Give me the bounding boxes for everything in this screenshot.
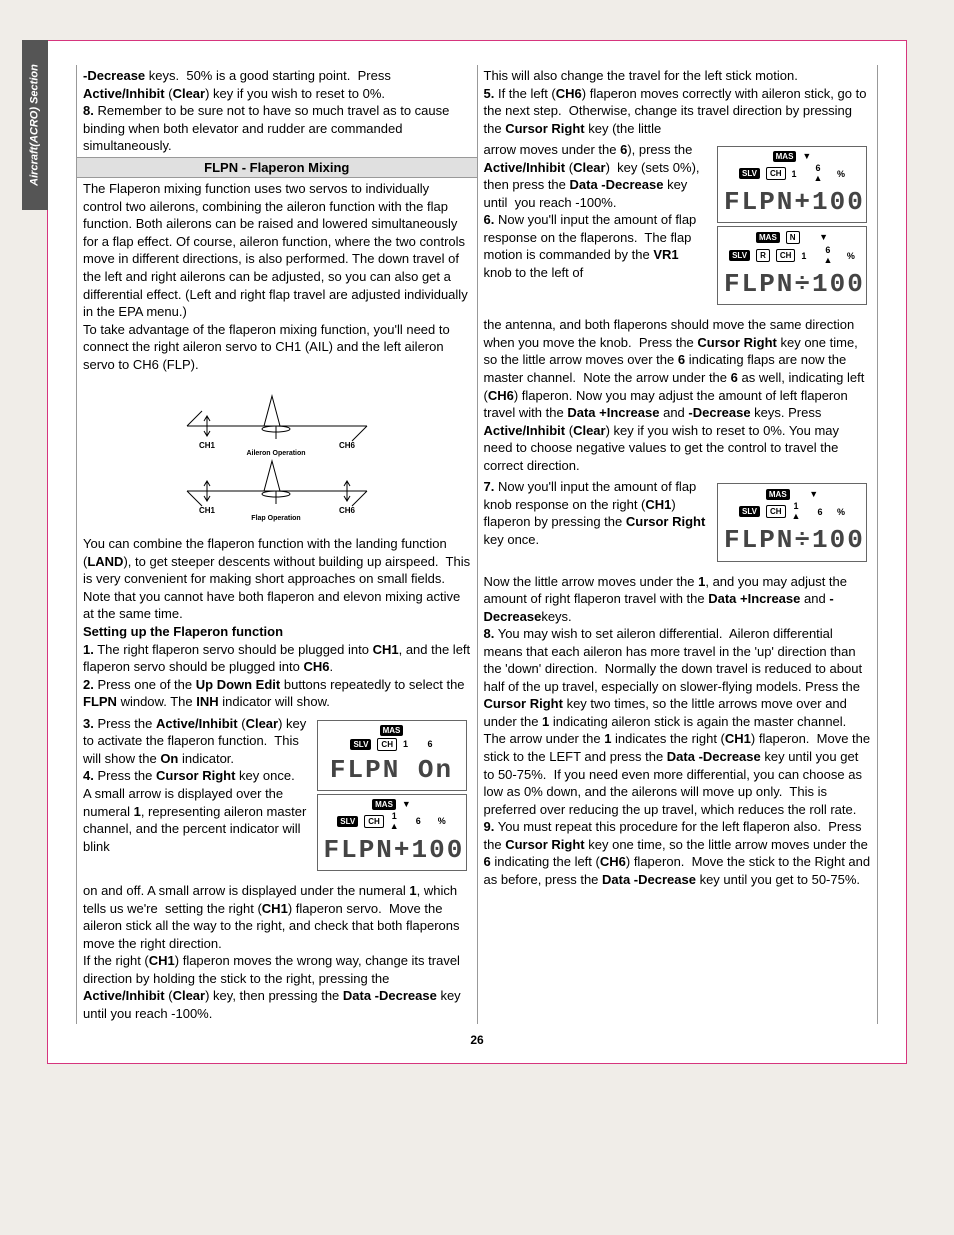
paragraph: the antenna, and both flaperons should m… (478, 314, 878, 476)
paragraph-with-lcd: MAS ▼ SLV CH1 6▲ % FLPN+100 (478, 139, 878, 314)
lcd-flpn-p100-b: MAS ▼ SLV CH1 6▲ % FLPN+100 (717, 146, 867, 223)
page-number: 26 (76, 1032, 878, 1048)
lcd-flpn-m100-a: MASN ▼ SLVR CH1 6▲ % FLPN÷100 (717, 226, 867, 305)
svg-text:CH1: CH1 (199, 506, 216, 515)
paragraph: You can combine the flaperon function wi… (77, 533, 477, 712)
aileron-flap-diagram: CH1 CH6 Aileron Operation (77, 375, 477, 533)
lcd-flpn-on: MAS SLV CH1 6 FLPN On (317, 720, 467, 791)
two-column-layout: -Decrease keys. 50% is a good starting p… (76, 65, 878, 1024)
svg-text:Aileron Operation: Aileron Operation (246, 450, 305, 457)
left-column: -Decrease keys. 50% is a good starting p… (76, 65, 477, 1024)
svg-text:CH1: CH1 (199, 441, 216, 450)
right-column: This will also change the travel for the… (477, 65, 879, 1024)
svg-text:CH6: CH6 (339, 506, 356, 515)
section-tab: Aircraft(ACRO) Section (22, 40, 48, 210)
svg-text:CH6: CH6 (339, 441, 356, 450)
lcd-flpn-p100-a: MAS ▼ SLV CH 1▲ 6 % FLPN+100 (317, 794, 467, 871)
paragraph: This will also change the travel for the… (478, 65, 878, 139)
paragraph-with-lcd: MAS SLV CH1 6 FLPN On MAS ▼ (77, 713, 477, 880)
paragraph: The Flaperon mixing function uses two se… (77, 178, 477, 375)
section-header: FLPN - Flaperon Mixing (77, 157, 477, 179)
paragraph: -Decrease keys. 50% is a good starting p… (77, 65, 477, 157)
paragraph: on and off. A small arrow is displayed u… (77, 880, 477, 1024)
paragraph-with-lcd: MAS ▼ SLV CH 1▲ 6 % FLPN÷100 7. (478, 476, 878, 570)
paragraph: Now the little arrow moves under the 1, … (478, 571, 878, 891)
svg-text:Flap Operation: Flap Operation (251, 515, 300, 522)
section-tab-label: Aircraft(ACRO) Section (28, 64, 43, 186)
lcd-flpn-m100-b: MAS ▼ SLV CH 1▲ 6 % FLPN÷100 (717, 483, 867, 561)
manual-page: Aircraft(ACRO) Section -Decrease keys. 5… (47, 40, 907, 1064)
